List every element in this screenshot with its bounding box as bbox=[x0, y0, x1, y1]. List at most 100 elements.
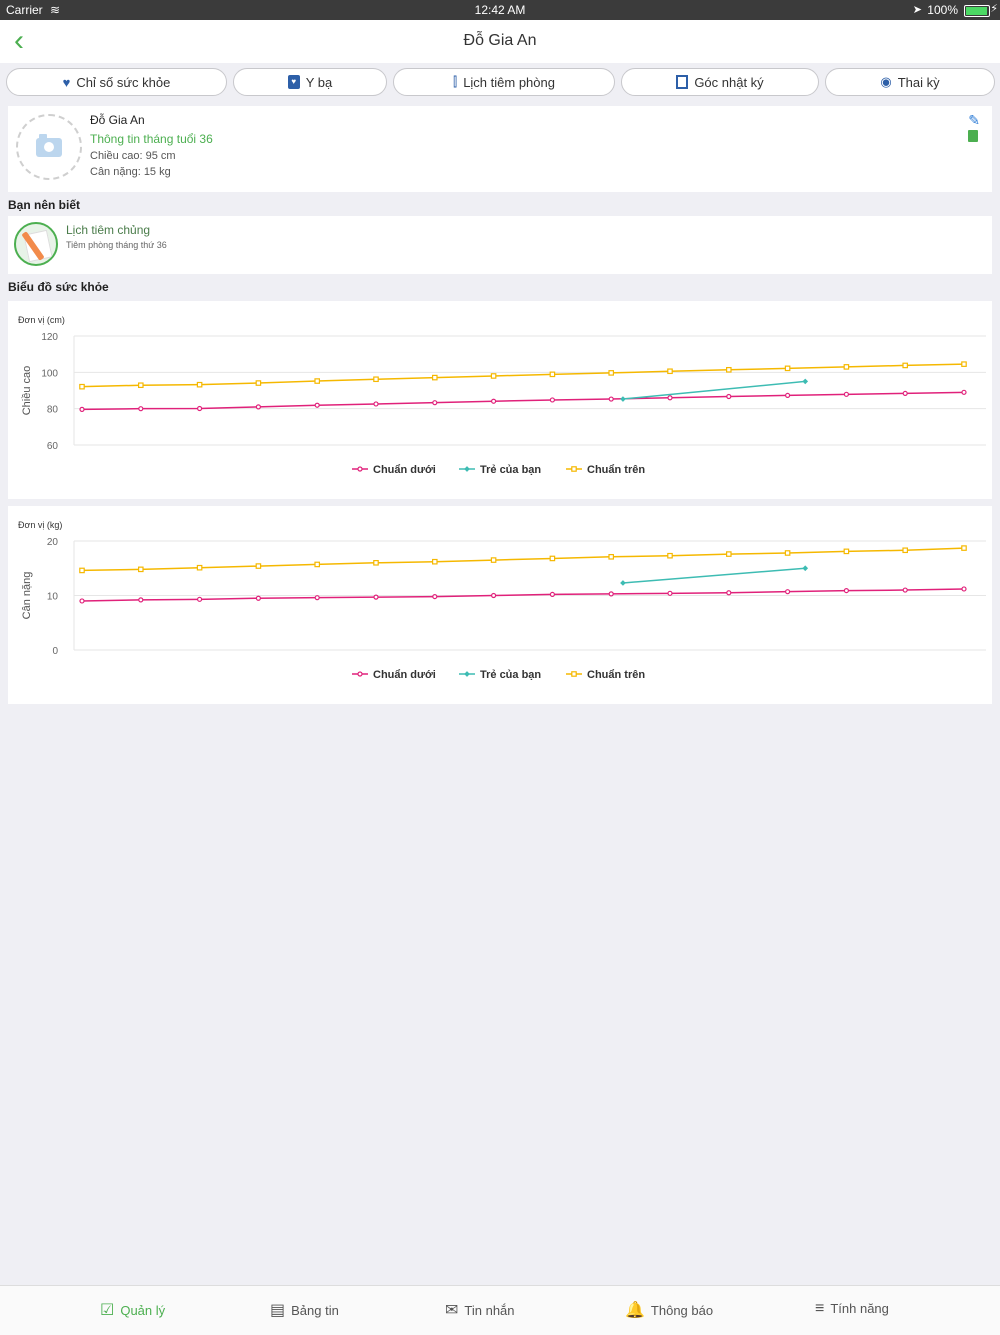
bottom-tab-label: Tính năng bbox=[830, 1301, 889, 1316]
upper-standard-point bbox=[490, 557, 497, 563]
battery-icon bbox=[964, 5, 990, 17]
upper-standard-point bbox=[373, 559, 379, 566]
tab-label: Chỉ số sức khỏe bbox=[76, 74, 171, 90]
tab-label: Y bạ bbox=[305, 74, 333, 90]
diary-icon bbox=[676, 75, 689, 89]
upper-standard-point bbox=[314, 561, 321, 568]
your-child-line bbox=[622, 380, 806, 400]
lower-standard-point bbox=[79, 406, 85, 412]
y-tick-label: 80 bbox=[47, 405, 59, 416]
tab-label: Góc nhật ký bbox=[694, 74, 764, 90]
lower-standard-point bbox=[255, 404, 261, 410]
tab-label: Thai kỳ bbox=[897, 74, 940, 90]
legend-marker bbox=[357, 671, 363, 677]
bottom-tab-label: Quản lý bbox=[120, 1303, 166, 1318]
checklist-icon: ☑ bbox=[100, 1302, 115, 1319]
upper-standard-line bbox=[81, 547, 965, 572]
lower-standard-point bbox=[373, 401, 379, 407]
tab-diary[interactable]: Góc nhật ký bbox=[621, 68, 819, 96]
lower-standard-point bbox=[491, 398, 497, 404]
battery-percent: 100% bbox=[927, 3, 958, 17]
lower-standard-point bbox=[843, 587, 850, 594]
upper-standard-point bbox=[196, 564, 203, 571]
lower-standard-point bbox=[549, 591, 556, 598]
location-icon: ➤ bbox=[912, 4, 922, 16]
legend-marker bbox=[571, 671, 577, 677]
lower-standard-point bbox=[138, 597, 144, 603]
lower-standard-line bbox=[81, 588, 965, 602]
bottom-tab-newsfeed[interactable]: ▤ Bảng tin bbox=[270, 1300, 339, 1320]
y-tick-label: 120 bbox=[41, 332, 58, 343]
child-profile-card[interactable]: Đỗ Gia An Thông tin tháng tuổi 36 Chiều … bbox=[8, 106, 992, 192]
bottom-tab-message[interactable]: ✉ Tin nhắn bbox=[445, 1300, 515, 1320]
your-child-point bbox=[802, 565, 809, 572]
lower-standard-point bbox=[314, 402, 320, 408]
legend-marker bbox=[571, 466, 577, 472]
upper-standard-point bbox=[255, 380, 262, 386]
bottom-tab-label: Tin nhắn bbox=[464, 1303, 515, 1318]
tab-pregnancy[interactable]: ◉ Thai kỳ bbox=[825, 68, 995, 96]
lower-standard-point bbox=[432, 400, 438, 406]
age-info: Thông tin tháng tuổi 36 bbox=[90, 132, 213, 146]
lower-standard-point bbox=[784, 589, 791, 595]
your-child-point bbox=[620, 396, 626, 402]
bottom-tab-label: Bảng tin bbox=[291, 1303, 339, 1318]
upper-standard-point bbox=[549, 555, 556, 562]
bottom-tab-menu[interactable]: ≡ Tính năng bbox=[815, 1300, 889, 1318]
clock: 12:42 AM bbox=[474, 3, 526, 17]
feature-tabs: ♥ Chỉ số sức khỏe ♥ Y bạ ⫿ Lịch tiêm phò… bbox=[0, 68, 1000, 100]
y-tick-label: 20 bbox=[47, 537, 59, 548]
lower-standard-point bbox=[314, 595, 320, 601]
tab-vaccination[interactable]: ⫿ Lịch tiêm phòng bbox=[393, 68, 615, 96]
upper-standard-point bbox=[314, 378, 321, 384]
lower-standard-point bbox=[961, 586, 967, 592]
reminder-subtitle: Tiêm phòng tháng thứ 36 bbox=[66, 240, 167, 250]
your-child-line bbox=[622, 567, 806, 584]
upper-standard-point bbox=[432, 558, 438, 565]
upper-standard-point bbox=[373, 376, 379, 383]
upper-standard-point bbox=[784, 365, 791, 372]
upper-standard-point bbox=[902, 362, 909, 369]
back-icon[interactable]: ‹ bbox=[14, 24, 24, 57]
lower-standard-line bbox=[81, 391, 965, 411]
upper-standard-point bbox=[667, 368, 673, 375]
bottom-tab-bell[interactable]: 🔔 Thông báo bbox=[625, 1300, 713, 1320]
lower-standard-point bbox=[373, 594, 379, 600]
edit-icon[interactable]: ✎ bbox=[968, 112, 980, 128]
lower-standard-point bbox=[902, 587, 908, 593]
upper-standard-point bbox=[902, 547, 909, 554]
lower-standard-point bbox=[726, 590, 732, 596]
upper-standard-point bbox=[549, 371, 556, 378]
y-axis-label: Cân nặng bbox=[21, 572, 33, 620]
avatar[interactable] bbox=[16, 114, 82, 180]
y-tick-label: 60 bbox=[47, 441, 59, 452]
section-title-chart: Biểu đồ sức khỏe bbox=[8, 280, 109, 294]
your-child-point bbox=[802, 378, 809, 385]
legend-label: Chuẩn dưới bbox=[373, 464, 436, 476]
lower-standard-point bbox=[784, 392, 791, 399]
reminder-title: Lịch tiêm chủng bbox=[66, 223, 151, 237]
camera-icon bbox=[36, 133, 62, 157]
upper-standard-point bbox=[784, 550, 791, 556]
height-chart: Đơn vị (cm) Chiều cao 60 80 100 120 Chuẩn dưới… bbox=[18, 315, 986, 476]
upper-standard-point bbox=[725, 366, 732, 373]
y-tick-label: 10 bbox=[47, 592, 59, 603]
nav-bar: ‹ Đỗ Gia An bbox=[0, 20, 1000, 63]
tab-medical-record[interactable]: ♥ Y bạ bbox=[233, 68, 387, 96]
medical-book-icon: ♥ bbox=[287, 75, 300, 89]
lower-standard-point bbox=[197, 596, 203, 602]
lower-standard-point bbox=[491, 592, 497, 599]
lower-standard-point bbox=[79, 598, 85, 604]
bottom-tab-checklist[interactable]: ☑ Quản lý bbox=[100, 1300, 165, 1320]
upper-standard-point bbox=[490, 373, 497, 379]
document-search-icon[interactable] bbox=[968, 130, 978, 142]
vaccination-reminder-card[interactable]: Lịch tiêm chủng Tiêm phòng tháng thứ 36 bbox=[8, 216, 992, 274]
upper-standard-point bbox=[667, 552, 673, 559]
lower-standard-point bbox=[608, 591, 614, 597]
tab-health-index[interactable]: ♥ Chỉ số sức khỏe bbox=[6, 68, 227, 96]
upper-standard-point bbox=[843, 548, 850, 555]
status-bar: Carrier ≋ 12:42 AM ➤ 100% ⚡ bbox=[0, 0, 1000, 20]
weight-info: Cân nặng: 15 kg bbox=[90, 166, 171, 178]
y-tick-label: 0 bbox=[52, 646, 58, 657]
legend-marker bbox=[464, 466, 470, 472]
